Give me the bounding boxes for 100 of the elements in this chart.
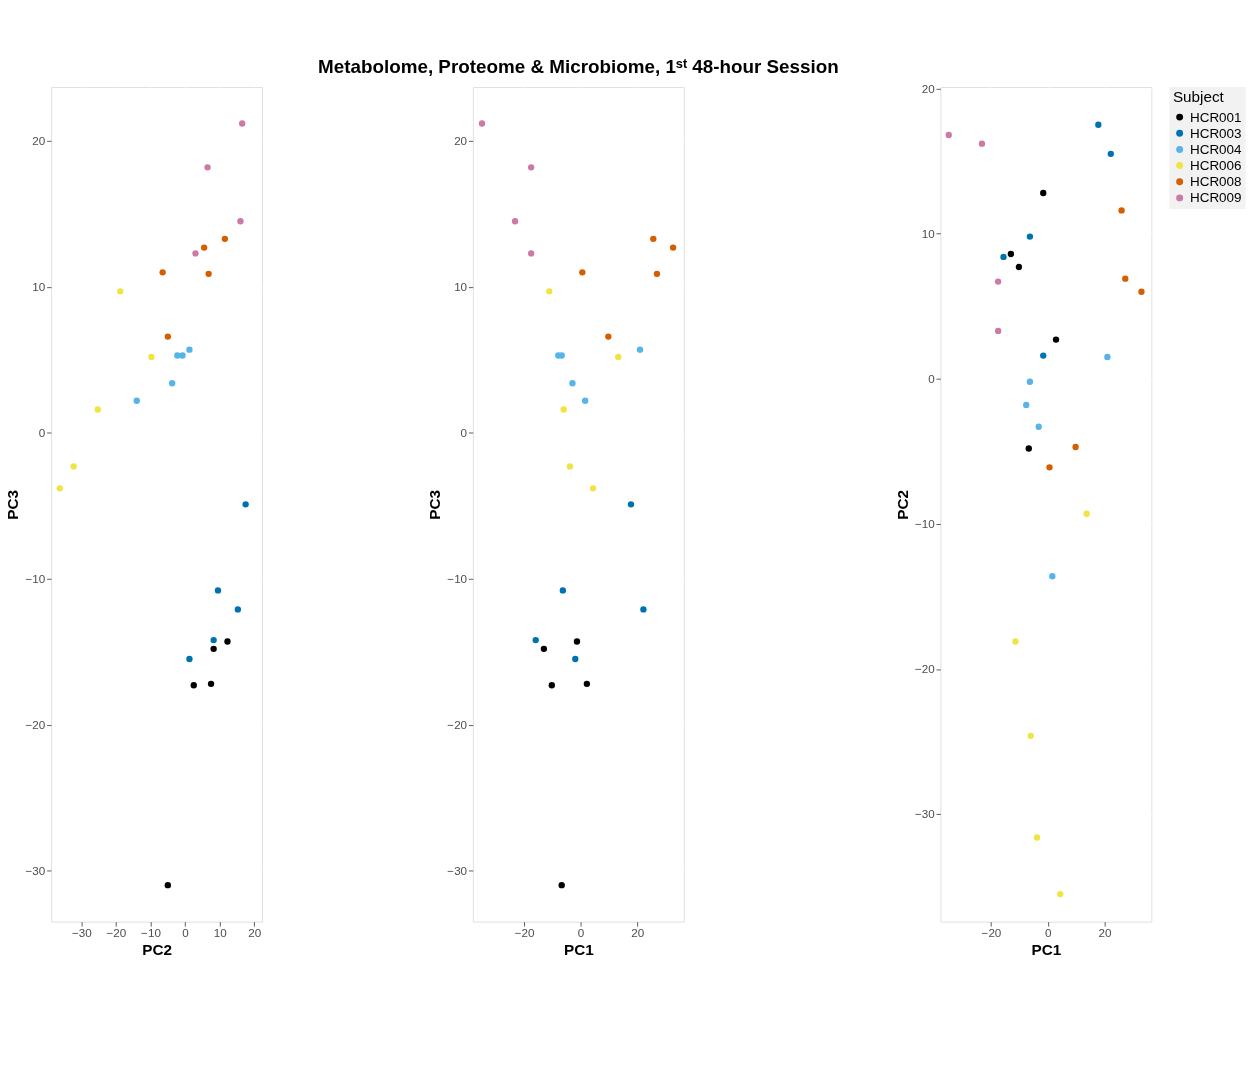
legend-label: HCR001 [1189, 109, 1242, 125]
point [234, 606, 242, 613]
point [627, 501, 635, 508]
point [1040, 189, 1047, 197]
point [559, 587, 567, 594]
point [186, 346, 193, 353]
legend-label: HCR008 [1189, 174, 1242, 190]
x-tick-label: −20 [514, 926, 535, 940]
point [200, 244, 208, 251]
point [582, 397, 589, 404]
point [192, 250, 199, 257]
point [569, 380, 576, 387]
y-axis-title: PC2 [893, 489, 911, 520]
point [636, 346, 644, 353]
point [1052, 336, 1060, 343]
point [994, 278, 1002, 285]
point [945, 131, 952, 139]
x-tick-label: 0 [182, 926, 190, 940]
point [1026, 378, 1034, 385]
x-tick-label: 20 [248, 926, 262, 940]
point [1122, 275, 1129, 282]
y-tick-label: −10 [447, 571, 468, 585]
x-tick-label: −30 [71, 926, 93, 940]
point [207, 680, 215, 687]
y-tick-label: 10 [32, 279, 46, 293]
point [560, 406, 567, 413]
y-tick-label: −20 [25, 717, 46, 731]
point [237, 218, 244, 225]
point [528, 250, 535, 257]
point [579, 269, 586, 276]
x-tick-label: 0 [1044, 926, 1052, 940]
point [640, 606, 647, 613]
y-tick-label: 10 [454, 279, 468, 293]
point [528, 164, 535, 171]
point [224, 638, 231, 645]
point [148, 353, 155, 361]
point [558, 882, 565, 889]
point [1027, 732, 1034, 740]
point [174, 352, 181, 359]
y-tick-label: −30 [25, 863, 46, 877]
point [1095, 121, 1102, 128]
legend-label: HCR004 [1189, 141, 1243, 157]
point [573, 638, 581, 645]
point [242, 501, 249, 508]
point [511, 218, 519, 225]
point [1000, 253, 1007, 261]
point [190, 682, 197, 689]
y-tick-label: 10 [921, 226, 936, 240]
point [572, 655, 579, 663]
y-axis-title: PC3 [4, 489, 22, 520]
x-tick-label: 0 [577, 926, 585, 940]
y-tick-label: 20 [32, 134, 46, 148]
x-axis-title: PC1 [564, 941, 595, 959]
point [1057, 890, 1064, 898]
point [1104, 353, 1111, 361]
y-tick-label: −30 [447, 863, 468, 877]
x-tick-label: −10 [141, 926, 162, 940]
point [1118, 207, 1125, 214]
point [605, 333, 612, 340]
legend-label: HCR003 [1189, 125, 1242, 141]
point [133, 397, 140, 404]
point [994, 327, 1002, 335]
point [1023, 401, 1030, 409]
point [1083, 510, 1090, 517]
point [164, 333, 172, 340]
y-tick-label: −20 [914, 662, 936, 676]
point [548, 682, 555, 689]
legend-label: HCR006 [1189, 158, 1242, 174]
point [221, 235, 229, 242]
point [1035, 423, 1042, 430]
legend-label: HCR009 [1189, 190, 1242, 206]
point [1107, 150, 1114, 157]
y-tick-label: 0 [38, 425, 46, 439]
point [1138, 288, 1145, 295]
point [1026, 233, 1034, 240]
y-tick-label: −20 [447, 717, 468, 731]
y-tick-label: −10 [25, 571, 46, 585]
point [669, 244, 677, 251]
point [566, 463, 574, 470]
point [1007, 250, 1015, 258]
y-tick-label: −10 [914, 516, 936, 530]
point [159, 269, 166, 276]
point [205, 270, 212, 277]
x-axis-title: PC1 [1031, 941, 1062, 959]
point [583, 680, 591, 687]
point [1025, 445, 1032, 452]
y-tick-label: −30 [914, 807, 936, 821]
point [1046, 464, 1053, 471]
point [164, 882, 172, 889]
point [540, 645, 548, 652]
y-tick-label: 20 [921, 81, 936, 95]
point [478, 120, 486, 127]
point [532, 636, 539, 644]
x-tick-label: −20 [106, 926, 127, 940]
x-tick-label: 10 [213, 926, 228, 940]
point [615, 353, 622, 361]
point [1015, 263, 1023, 271]
x-axis-title: PC2 [142, 941, 172, 959]
point [653, 270, 661, 277]
point [214, 587, 222, 594]
